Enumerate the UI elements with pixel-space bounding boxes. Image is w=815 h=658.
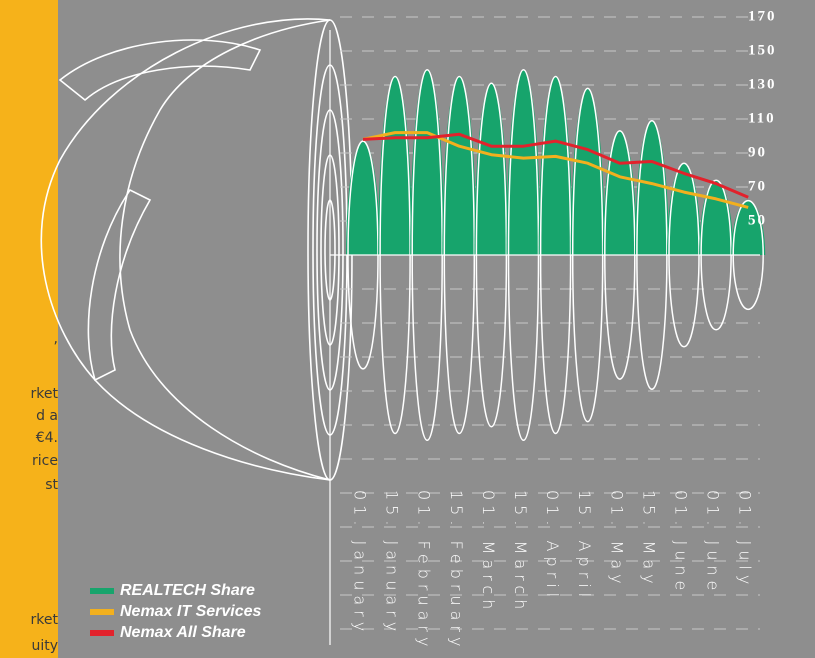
bar [506,69,541,255]
y-tick-label: 170 [748,8,777,24]
y-tick-label: 110 [748,110,776,126]
legend-swatch [90,630,114,636]
line [362,132,749,199]
side-text: rice [32,453,58,469]
legend-label: Nemax All Share [120,624,246,641]
side-text: €4. [36,430,58,446]
x-tick-label: 15. March [511,490,530,614]
x-tick-label: 01. May [607,490,626,589]
legend-label: REALTECH Share [120,582,255,599]
x-tick-label: 15. April [575,490,594,602]
x-tick-label: 01. January [351,490,370,636]
x-tick-label: 15. May [639,490,658,589]
y-tick-label: 50 [748,212,767,228]
y-tick-label: 70 [748,178,767,194]
bars [346,68,766,442]
side-strip [0,0,58,658]
bar [699,180,734,255]
bar [602,130,637,255]
bar [474,83,509,255]
side-text: rket [31,386,59,402]
legend-swatch [90,609,114,615]
x-tick-label: 01. July [736,490,755,589]
y-tick-label: 90 [748,144,767,160]
legend-swatch [90,588,114,594]
bar [410,69,445,255]
bar [667,163,701,255]
side-text: uity [31,638,58,654]
x-tick-label: 01. April [543,490,562,602]
side-text-group: , rket d a €4. rice st rket uity [31,331,59,654]
lines [362,131,749,209]
y-tick-label: 150 [748,42,777,58]
bar [538,76,573,255]
bar [570,88,605,255]
bar [731,200,766,255]
x-tick-label: 15. January [383,490,402,636]
x-tick-label: 01. February [415,490,434,651]
legend: REALTECH Share Nemax IT Services Nemax All… [90,582,262,641]
x-tick-label: 01. June [672,490,691,595]
labels: 50 70 90 110 130 150 170 01. January 15. January… [351,8,777,651]
x-tick-label: 15. February [447,490,466,651]
line [362,131,749,209]
side-text: d a [36,408,58,424]
bar [442,76,477,256]
bar [378,76,413,256]
side-text: st [45,477,58,493]
legend-label: Nemax IT Services [120,603,262,620]
x-tick-label: 01. June [704,490,723,595]
y-tick-label: 130 [748,76,777,92]
bar [634,120,669,256]
bar [346,141,380,255]
side-text: , [54,331,58,347]
x-tick-label: 01. March [479,490,498,614]
hemisphere [40,18,353,481]
side-text: rket [31,612,59,628]
